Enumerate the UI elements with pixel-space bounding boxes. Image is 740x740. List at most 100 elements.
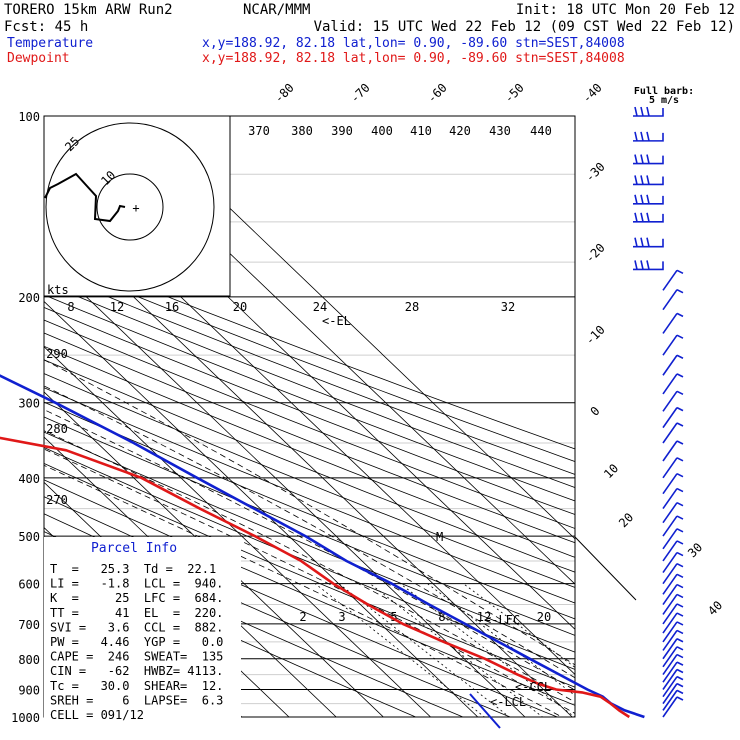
hodograph-trace xyxy=(44,172,126,223)
wind-barb xyxy=(662,689,684,711)
theta-label: 400 xyxy=(371,124,393,138)
speed-tick-label: 24 xyxy=(313,300,327,314)
moist-adiabat xyxy=(44,385,575,679)
barb-flag xyxy=(676,540,684,545)
barb-flag xyxy=(676,354,684,359)
barb-flag xyxy=(676,612,684,617)
wind-barb xyxy=(662,501,684,524)
wind-barb xyxy=(662,457,684,479)
wind-barb xyxy=(633,237,664,248)
barb-shaft xyxy=(662,407,678,429)
pressure-tick-label: 300 xyxy=(18,397,40,411)
speed-tick-label: 28 xyxy=(405,300,419,314)
speed-tick-label: 12 xyxy=(110,300,124,314)
barb-shaft xyxy=(662,603,678,625)
mixing-ratio-line xyxy=(338,583,511,717)
lfc-marker: <-LFC xyxy=(484,613,520,627)
barb-flag xyxy=(676,603,684,608)
wind-barb xyxy=(662,612,684,634)
hodograph-ring-inner xyxy=(96,173,164,241)
dry-adiabat xyxy=(44,401,575,620)
mixing-ratio-line xyxy=(427,583,575,696)
barb-flag xyxy=(646,260,650,270)
wind-barb xyxy=(662,406,684,429)
mixing-ratio-label: 8 xyxy=(438,610,445,624)
dry-adiabat xyxy=(44,258,575,462)
isotherm-label: -60 xyxy=(425,81,450,106)
barb-shaft xyxy=(662,354,678,376)
parcel-info-row: K = 25 LFC = 684. xyxy=(50,591,223,605)
isotherm-label: -40 xyxy=(580,81,605,106)
barb-shaft xyxy=(662,422,678,444)
wind-barb xyxy=(662,390,684,412)
barb-shaft xyxy=(662,646,678,668)
barb-flag xyxy=(646,212,650,223)
barb-flag xyxy=(634,260,638,270)
barb-shaft xyxy=(662,696,678,718)
dry-adiabat xyxy=(44,282,575,488)
wind-barb xyxy=(662,422,684,444)
theta-side-label: 290 xyxy=(46,347,68,361)
barb-flag xyxy=(676,689,684,695)
barb-shaft xyxy=(662,612,678,634)
barb-shaft xyxy=(662,676,678,698)
theta-label: 440 xyxy=(530,124,552,138)
barb-shaft xyxy=(662,334,678,356)
parcel-info-box: Parcel Info T = 25.3 Td = 22.1LI = -1.8 … xyxy=(44,537,241,728)
theta-label: 370 xyxy=(248,124,270,138)
barb-flag xyxy=(640,260,644,270)
dry-adiabat xyxy=(44,359,575,573)
mixing-ratio-label: 20 xyxy=(537,610,551,624)
parcel-info-row: TT = 41 EL = 220. xyxy=(50,606,223,620)
barb-flag xyxy=(676,653,684,659)
parcel-info-row: T = 25.3 Td = 22.1 xyxy=(50,562,216,576)
barb-shaft xyxy=(662,390,678,412)
wind-barb xyxy=(662,696,684,718)
barb-shaft xyxy=(662,515,678,537)
mixing-ratio-label: 2 xyxy=(299,610,306,624)
temperature-line xyxy=(0,374,645,719)
parcel-info-row: CIN = -62 HWBZ= 4113. xyxy=(50,664,223,678)
wind-barb xyxy=(633,131,664,142)
barb-flag xyxy=(676,551,684,557)
barb-shaft xyxy=(662,621,678,643)
barb-shaft xyxy=(662,661,678,683)
wind-barb xyxy=(662,653,684,676)
isotherm-label: -50 xyxy=(502,81,527,106)
header-fcst: Fcst: 45 h xyxy=(4,19,88,35)
ccl-marker: <-CCL xyxy=(515,680,551,694)
barb-flag xyxy=(634,154,638,164)
moist-adiabat xyxy=(44,359,575,666)
wind-barb xyxy=(662,540,684,562)
barb-flag xyxy=(634,106,638,117)
mixing-ratio-label: 3 xyxy=(338,610,345,624)
dry-adiabat xyxy=(44,294,575,502)
barb-shaft xyxy=(662,440,678,462)
barb-shaft xyxy=(662,312,678,334)
isotherm-label: 30 xyxy=(685,540,705,560)
barb-flag xyxy=(640,131,644,142)
legend-dewpoint-name: Dewpoint xyxy=(7,51,70,66)
wind-barb xyxy=(633,175,664,186)
header-org: NCAR/MMM xyxy=(243,2,310,18)
barb-shaft xyxy=(662,457,678,479)
isotherm-label: -70 xyxy=(348,81,373,106)
wind-barb xyxy=(633,260,664,271)
dewpoint-line xyxy=(0,436,631,719)
barb-shaft xyxy=(662,669,678,690)
dry-adiabat xyxy=(44,373,575,588)
barb-flag xyxy=(676,515,684,520)
barb-flag xyxy=(676,334,684,339)
wind-barb xyxy=(662,603,684,625)
wind-barb xyxy=(662,682,684,705)
pressure-tick-label: 1000 xyxy=(11,711,40,725)
wind-barb xyxy=(662,621,684,643)
wind-barb xyxy=(662,573,684,595)
barb-flag xyxy=(640,212,644,223)
barb-flag xyxy=(676,528,684,533)
barb-shaft xyxy=(662,552,678,574)
wind-barb xyxy=(662,593,684,615)
barb-shaft xyxy=(662,502,678,524)
